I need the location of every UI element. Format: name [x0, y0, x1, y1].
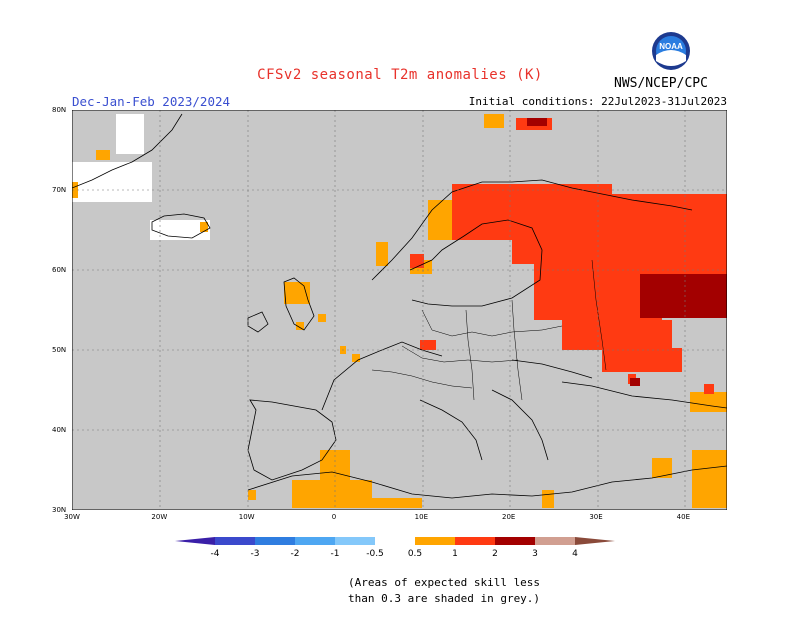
colorbar-cell [215, 537, 255, 545]
footnote-line-2: than 0.3 are shaded in grey.) [348, 592, 541, 605]
initial-conditions: Initial conditions: 22Jul2023-31Jul2023 [468, 95, 727, 108]
colorbar-cell [295, 537, 335, 545]
greenland-ice [116, 114, 144, 154]
colorbar-tick-label: 2 [492, 549, 498, 559]
skill-footnote: (Areas of expected skill less than 0.3 a… [348, 575, 540, 607]
colorbar-tick-label: -2 [291, 549, 300, 559]
colorbar-tick-label: 4 [572, 549, 578, 559]
colorbar-cell [535, 537, 575, 545]
lon-label: 30W [64, 513, 80, 521]
lon-label: 30E [589, 513, 603, 521]
lat-label: 70N [52, 186, 67, 194]
lon-label: 20W [151, 513, 168, 521]
noaa-logo: NOAA [652, 32, 690, 70]
lon-label: 10E [414, 513, 428, 521]
colorbar-cells [175, 537, 615, 545]
anomaly-2-3 [527, 118, 727, 386]
footnote-line-1: (Areas of expected skill less [348, 576, 541, 589]
colorbar-tick-label: -1 [331, 549, 340, 559]
lat-label: 40N [52, 426, 67, 434]
colorbar-tick-label: -0.5 [366, 549, 384, 559]
map-title: CFSv2 seasonal T2m anomalies (K) [257, 67, 543, 83]
lon-label: 40E [676, 513, 690, 521]
europe-anomaly-map [72, 110, 727, 510]
colorbar: -4 -3 -2 -1 -0.5 0.5 1 2 3 4 [175, 537, 615, 559]
forecast-period: Dec-Jan-Feb 2023/2024 [72, 94, 231, 109]
colorbar-cell [495, 537, 535, 545]
lat-label: 30N [52, 506, 67, 514]
country-borders [371, 259, 607, 401]
colorbar-cell [255, 537, 295, 545]
colorbar-arrow-high [575, 537, 615, 545]
colorbar-cell [455, 537, 495, 545]
colorbar-tick-label: 3 [532, 549, 538, 559]
colorbar-cell [335, 537, 375, 545]
agency-label: NWS/NCEP/CPC [614, 76, 708, 91]
colorbar-cell [415, 537, 455, 545]
lat-label: 50N [52, 346, 67, 354]
colorbar-cell [375, 537, 415, 545]
lon-label: 10W [238, 513, 255, 521]
lat-label: 80N [52, 106, 67, 114]
colorbar-arrow-low [175, 537, 215, 545]
logo-wave [656, 50, 686, 66]
colorbar-tick-label: 0.5 [408, 549, 422, 559]
lon-label: 0 [331, 513, 337, 521]
white-areas [72, 114, 210, 240]
greenland-coast-ice [72, 162, 152, 202]
logo-text: NOAA [659, 42, 683, 51]
colorbar-ticks: -4 -3 -2 -1 -0.5 0.5 1 2 3 4 [211, 549, 579, 559]
lon-label: 20E [501, 513, 516, 521]
colorbar-tick-label: 1 [452, 549, 458, 559]
colorbar-tick-label: -4 [211, 549, 220, 559]
graticule [72, 110, 727, 510]
colorbar-tick-label: -3 [251, 549, 260, 559]
lat-label: 60N [52, 266, 67, 274]
